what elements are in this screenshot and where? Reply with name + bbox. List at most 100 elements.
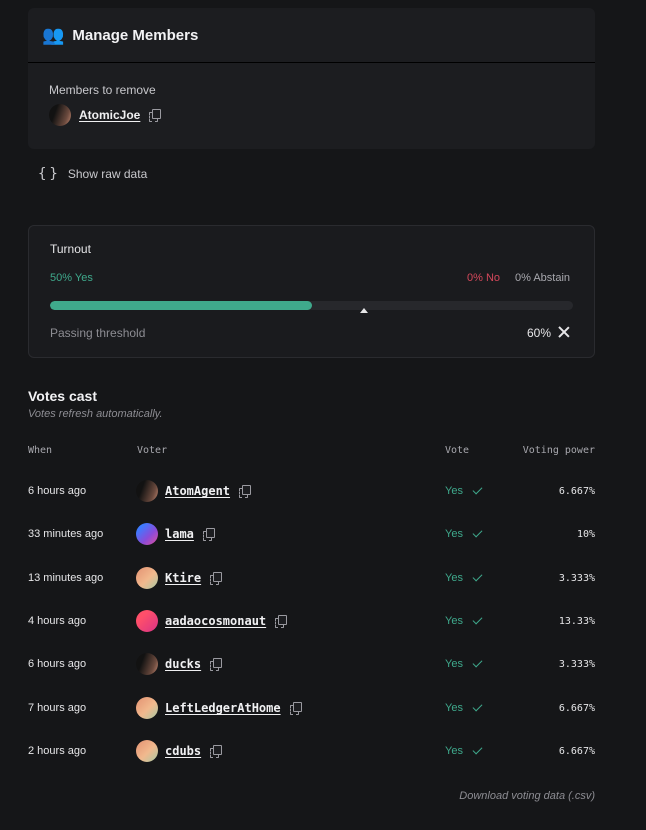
- voting-power: 3.333%: [558, 572, 595, 584]
- voter-cell: cdubs: [136, 740, 223, 762]
- manage-members-title: Manage Members: [72, 26, 199, 44]
- passing-threshold-label: Passing threshold: [50, 326, 146, 340]
- check-icon: [472, 527, 483, 538]
- voter-link[interactable]: LeftLedgerAtHome: [165, 701, 281, 715]
- copy-icon[interactable]: [202, 528, 215, 541]
- vote-cell: Yes: [445, 744, 483, 757]
- vote-time: 4 hours ago: [28, 615, 87, 627]
- check-icon: [472, 657, 483, 668]
- avatar: [136, 740, 158, 762]
- copy-icon[interactable]: [289, 702, 302, 715]
- vote-value: Yes: [445, 572, 463, 584]
- turnout-title: Turnout: [50, 242, 91, 256]
- manage-members-card: 👥 Manage Members Members to remove Atomi…: [28, 8, 595, 149]
- voting-power: 6.667%: [558, 702, 595, 714]
- vote-time: 2 hours ago: [28, 745, 87, 757]
- abstain-percentage: 0% Abstain: [515, 272, 571, 284]
- vote-time: 6 hours ago: [28, 485, 87, 497]
- votes-cast-subtitle: Votes refresh automatically.: [28, 408, 163, 420]
- member-row: AtomicJoe: [49, 104, 595, 126]
- vote-cell: Yes: [445, 701, 483, 714]
- download-voting-data-link[interactable]: Download voting data (.csv): [459, 790, 595, 802]
- check-icon: [472, 614, 483, 625]
- check-icon: [472, 744, 483, 755]
- copy-icon[interactable]: [210, 745, 223, 758]
- vote-value: Yes: [445, 745, 463, 757]
- voter-link[interactable]: AtomAgent: [165, 484, 231, 498]
- vote-cell: Yes: [445, 657, 483, 670]
- check-icon: [472, 571, 483, 582]
- vote-time: 33 minutes ago: [28, 528, 104, 540]
- yes-percentage: 50% Yes: [50, 272, 93, 284]
- passing-threshold-value: 60%: [527, 326, 552, 340]
- voter-cell: aadaocosmonaut: [136, 610, 288, 632]
- table-row: 7 hours ago LeftLedgerAtHome Yes 6.667%: [28, 697, 595, 719]
- check-icon: [472, 484, 483, 495]
- vote-cell: Yes: [445, 527, 483, 540]
- copy-icon[interactable]: [149, 109, 162, 122]
- vote-cell: Yes: [445, 571, 483, 584]
- avatar: [136, 610, 158, 632]
- member-link[interactable]: AtomicJoe: [79, 108, 141, 122]
- check-icon: [472, 701, 483, 712]
- votes-cast-title: Votes cast: [28, 388, 97, 404]
- turnout-progress-bar: [50, 301, 573, 310]
- voter-cell: LeftLedgerAtHome: [136, 697, 302, 719]
- voting-power: 13.33%: [558, 615, 595, 627]
- threshold-marker: [359, 308, 368, 313]
- vote-value: Yes: [445, 485, 463, 497]
- vote-time: 7 hours ago: [28, 702, 87, 714]
- voter-link[interactable]: ducks: [165, 657, 202, 671]
- vote-value: Yes: [445, 658, 463, 670]
- avatar: [136, 697, 158, 719]
- copy-icon[interactable]: [239, 485, 252, 498]
- show-raw-data-label: Show raw data: [67, 167, 148, 181]
- table-row: 13 minutes ago Ktire Yes 3.333%: [28, 567, 595, 589]
- avatar: [136, 523, 158, 545]
- voter-cell: lama: [136, 523, 215, 545]
- avatar: [136, 480, 158, 502]
- table-row: 33 minutes ago lama Yes 10%: [28, 523, 595, 545]
- column-header-vote: Vote: [445, 445, 470, 456]
- table-row: 2 hours ago cdubs Yes 6.667%: [28, 740, 595, 762]
- table-row: 4 hours ago aadaocosmonaut Yes 13.33%: [28, 610, 595, 632]
- vote-cell: Yes: [445, 614, 483, 627]
- vote-cell: Yes: [445, 484, 483, 497]
- copy-icon[interactable]: [275, 615, 288, 628]
- voter-link[interactable]: Ktire: [165, 571, 202, 585]
- column-header-when: When: [28, 445, 53, 456]
- voting-power: 6.667%: [558, 485, 595, 497]
- vote-value: Yes: [445, 702, 463, 714]
- manage-members-body: Members to remove AtomicJoe: [28, 63, 595, 126]
- table-row: 6 hours ago ducks Yes 3.333%: [28, 653, 595, 675]
- voting-power: 10%: [576, 528, 595, 540]
- table-row: 6 hours ago AtomAgent Yes 6.667%: [28, 480, 595, 502]
- vote-value: Yes: [445, 615, 463, 627]
- vote-value: Yes: [445, 528, 463, 540]
- people-icon: 👥: [42, 24, 65, 45]
- close-icon: [558, 326, 570, 338]
- show-raw-data-button[interactable]: {} Show raw data: [38, 166, 147, 182]
- column-header-voter: Voter: [137, 445, 168, 456]
- vote-time: 13 minutes ago: [28, 572, 104, 584]
- voting-power: 3.333%: [558, 658, 595, 670]
- column-header-voting-power: Voting power: [522, 445, 595, 456]
- copy-icon[interactable]: [210, 572, 223, 585]
- manage-members-header: 👥 Manage Members: [28, 8, 595, 63]
- avatar: [136, 653, 158, 675]
- voter-cell: AtomAgent: [136, 480, 252, 502]
- voter-link[interactable]: aadaocosmonaut: [165, 614, 267, 628]
- voting-power: 6.667%: [558, 745, 595, 757]
- vote-time: 6 hours ago: [28, 658, 87, 670]
- yes-progress-fill: [50, 301, 312, 310]
- avatar: [49, 104, 71, 126]
- voter-cell: ducks: [136, 653, 223, 675]
- turnout-card: Turnout 50% Yes 0% No 0% Abstain Passing…: [28, 225, 595, 358]
- avatar: [136, 567, 158, 589]
- members-to-remove-label: Members to remove: [49, 83, 156, 97]
- voter-link[interactable]: lama: [165, 527, 194, 541]
- voter-link[interactable]: cdubs: [165, 744, 202, 758]
- braces-icon: {}: [38, 166, 61, 182]
- copy-icon[interactable]: [210, 658, 223, 671]
- no-percentage: 0% No: [467, 272, 501, 284]
